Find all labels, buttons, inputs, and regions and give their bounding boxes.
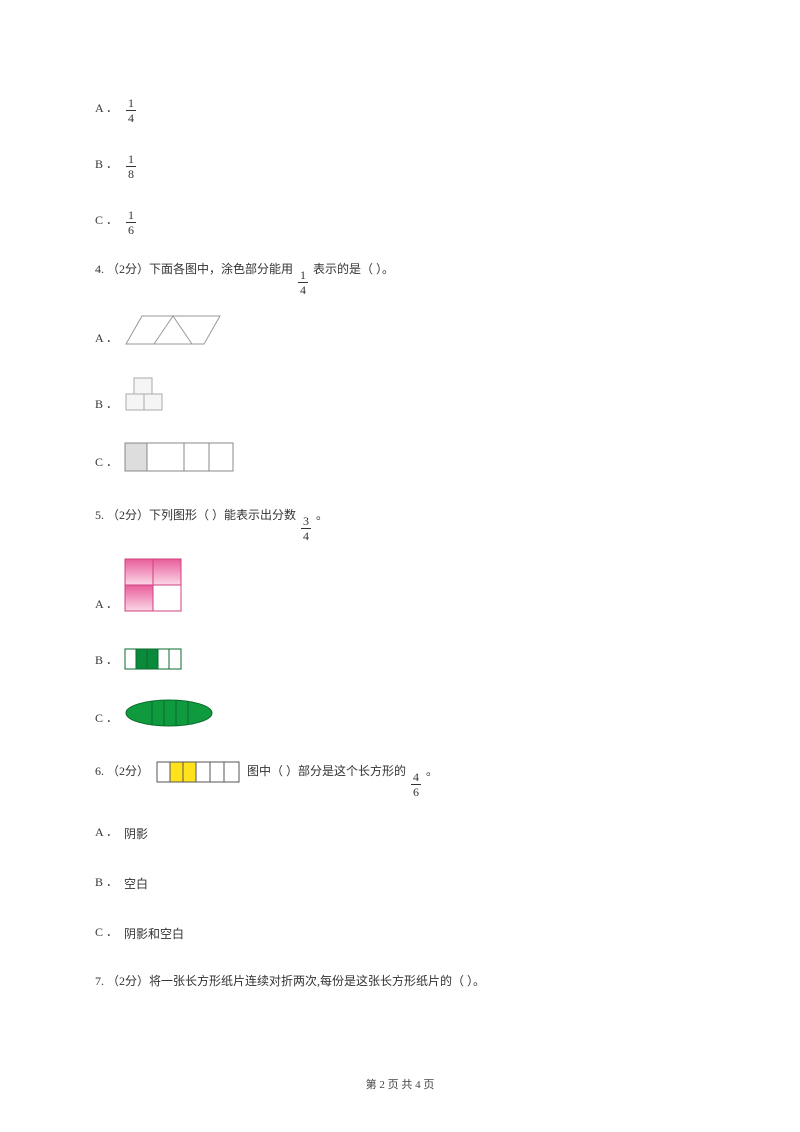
option-label: B ．	[95, 395, 118, 414]
q6-option-b: B ． 空白	[95, 864, 705, 892]
q6-option-c: C ． 阴影和空白	[95, 914, 705, 942]
option-label: A ．	[95, 329, 118, 348]
q4-prefix: 4. （2分）下面各图中，涂色部分能用	[95, 262, 296, 276]
option-text: 空白	[124, 875, 148, 892]
q7-text: 7. （2分）将一张长方形纸片连续对折两次,每份是这张长方形纸片的（ ）。	[95, 974, 485, 988]
option-label: A ．	[95, 595, 118, 614]
page-footer: 第 2 页 共 4 页	[0, 1076, 800, 1092]
fraction: 1 4	[126, 97, 136, 124]
option-a-frac: A ． 1 4	[95, 90, 705, 118]
pink-square-icon	[124, 558, 184, 614]
page-content: A ． 1 4 B ． 1 8 C ． 1 6 4. （2分）下面各图中，涂色部…	[0, 0, 800, 1054]
option-label: A ．	[95, 823, 118, 842]
q5-option-a: A ．	[95, 558, 705, 614]
q5-prefix: 5. （2分）下列图形（ ）能表示出分数	[95, 508, 299, 522]
q4-option-c: C ．	[95, 442, 705, 472]
option-label: B ．	[95, 155, 118, 174]
option-label: B ．	[95, 651, 118, 670]
option-label: A ．	[95, 99, 118, 118]
rectangle-split-icon	[124, 442, 234, 472]
question-5: 5. （2分）下列图形（ ）能表示出分数 3 4 。	[95, 504, 705, 536]
yellow-rect-figure	[156, 761, 240, 783]
q4-option-a: A ．	[95, 312, 705, 348]
option-text: 阴影	[124, 825, 148, 842]
q6-suffix: 。	[426, 764, 438, 778]
parallelogram-icon	[124, 312, 224, 348]
q4-suffix: 表示的是（ ）。	[313, 262, 394, 276]
option-label: C ．	[95, 453, 118, 472]
q4-option-b: B ．	[95, 376, 705, 414]
question-4: 4. （2分）下面各图中，涂色部分能用 1 4 表示的是（ ）。	[95, 258, 705, 290]
q5-option-c: C ．	[95, 698, 705, 728]
fraction: 1 6	[126, 209, 136, 236]
yellow-rect-icon	[156, 761, 240, 783]
option-label: C ．	[95, 923, 118, 942]
green-ellipse-icon	[124, 698, 214, 728]
option-label: C ．	[95, 709, 118, 728]
option-text: 阴影和空白	[124, 925, 184, 942]
fraction: 1 4	[298, 269, 308, 296]
question-7: 7. （2分）将一张长方形纸片连续对折两次,每份是这张长方形纸片的（ ）。	[95, 970, 705, 992]
fraction: 1 8	[126, 153, 136, 180]
question-6: 6. （2分） 图中（ ）部分是这个长方形的 4 6 。	[95, 760, 705, 792]
option-label: C ．	[95, 211, 118, 230]
q6-mid: 图中（ ）部分是这个长方形的	[247, 764, 409, 778]
option-b-frac: B ． 1 8	[95, 146, 705, 174]
fraction: 4 6	[411, 771, 421, 798]
q6-prefix: 6. （2分）	[95, 764, 149, 778]
option-c-frac: C ． 1 6	[95, 202, 705, 230]
q5-option-b: B ．	[95, 642, 705, 670]
squares-icon	[124, 376, 180, 414]
q5-suffix: 。	[316, 508, 328, 522]
fraction: 3 4	[301, 515, 311, 542]
q6-option-a: A ． 阴影	[95, 814, 705, 842]
green-bar-icon	[124, 648, 184, 670]
option-label: B ．	[95, 873, 118, 892]
